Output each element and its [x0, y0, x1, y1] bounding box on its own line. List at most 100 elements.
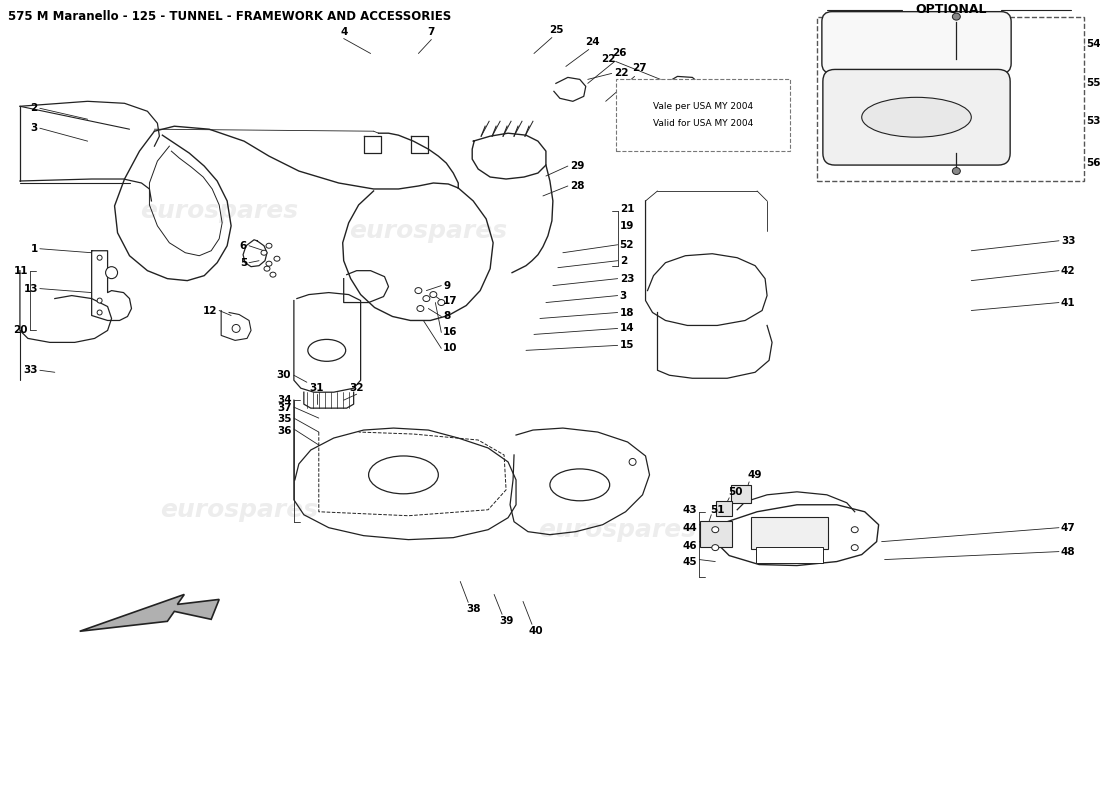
Text: 43: 43: [683, 505, 697, 514]
Text: 33: 33: [23, 366, 37, 375]
FancyBboxPatch shape: [823, 70, 1010, 165]
Ellipse shape: [692, 106, 698, 110]
Text: 46: 46: [683, 541, 697, 550]
Text: 48: 48: [1062, 546, 1076, 557]
Ellipse shape: [629, 458, 636, 466]
Text: 11: 11: [13, 266, 28, 276]
Text: 54: 54: [1086, 38, 1100, 49]
Text: 20: 20: [13, 326, 28, 335]
Text: 7: 7: [428, 26, 435, 37]
Text: 22: 22: [602, 54, 616, 65]
Ellipse shape: [851, 545, 858, 550]
Text: OPTIONAL: OPTIONAL: [915, 3, 987, 16]
Ellipse shape: [417, 306, 424, 311]
Ellipse shape: [415, 287, 422, 294]
Ellipse shape: [712, 545, 718, 550]
Text: 44: 44: [683, 522, 697, 533]
Text: 14: 14: [619, 323, 635, 334]
Ellipse shape: [266, 243, 272, 248]
Ellipse shape: [274, 256, 279, 261]
Text: 25: 25: [549, 25, 563, 34]
Text: 36: 36: [277, 426, 292, 436]
Ellipse shape: [97, 255, 102, 260]
Polygon shape: [79, 594, 219, 631]
Text: 22: 22: [614, 69, 628, 78]
Text: 12: 12: [202, 306, 217, 315]
Text: 23: 23: [619, 274, 634, 284]
Ellipse shape: [261, 250, 267, 255]
Text: 15: 15: [619, 340, 634, 350]
Text: eurospares: eurospares: [160, 498, 318, 522]
Text: 21: 21: [619, 204, 634, 214]
FancyBboxPatch shape: [751, 517, 828, 549]
Text: Valid for USA MY 2004: Valid for USA MY 2004: [653, 118, 754, 128]
Text: eurospares: eurospares: [350, 219, 507, 243]
Ellipse shape: [430, 291, 437, 298]
Text: 47: 47: [1062, 522, 1076, 533]
Ellipse shape: [232, 325, 240, 333]
Text: 52: 52: [619, 240, 634, 250]
Ellipse shape: [308, 339, 345, 362]
Text: 3: 3: [31, 123, 37, 134]
Text: 2: 2: [619, 256, 627, 266]
Text: eurospares: eurospares: [140, 199, 298, 223]
FancyBboxPatch shape: [756, 546, 823, 562]
Ellipse shape: [368, 456, 438, 494]
Ellipse shape: [953, 167, 960, 174]
FancyBboxPatch shape: [732, 485, 751, 502]
Text: 13: 13: [23, 283, 37, 294]
Ellipse shape: [438, 299, 444, 306]
Ellipse shape: [97, 298, 102, 303]
Text: 40: 40: [529, 626, 543, 636]
Text: 38: 38: [466, 604, 481, 614]
FancyBboxPatch shape: [817, 17, 1084, 181]
Text: 2: 2: [31, 103, 37, 114]
Text: 9: 9: [443, 281, 450, 290]
Ellipse shape: [266, 261, 272, 266]
FancyBboxPatch shape: [616, 79, 790, 151]
FancyBboxPatch shape: [822, 12, 1011, 74]
Text: 31: 31: [309, 383, 324, 394]
Ellipse shape: [953, 13, 960, 20]
Text: 575 M Maranello - 125 - TUNNEL - FRAMEWORK AND ACCESSORIES: 575 M Maranello - 125 - TUNNEL - FRAMEWO…: [8, 10, 451, 22]
Text: 35: 35: [277, 414, 292, 424]
Ellipse shape: [712, 526, 718, 533]
Text: 17: 17: [443, 295, 458, 306]
Text: 28: 28: [570, 181, 584, 191]
Text: 51: 51: [710, 505, 725, 514]
Ellipse shape: [106, 266, 118, 278]
Text: 33: 33: [1062, 236, 1076, 246]
Text: 6: 6: [240, 241, 248, 250]
Text: 24: 24: [585, 37, 601, 46]
FancyBboxPatch shape: [716, 501, 733, 516]
FancyBboxPatch shape: [701, 521, 733, 546]
Ellipse shape: [422, 295, 430, 302]
Text: 1: 1: [31, 244, 37, 254]
Text: 34: 34: [277, 395, 292, 405]
Text: 49: 49: [748, 470, 762, 480]
Text: 37: 37: [277, 403, 292, 413]
Text: 55: 55: [1086, 78, 1100, 88]
Text: 29: 29: [570, 161, 584, 171]
Text: 3: 3: [619, 290, 627, 301]
Text: 41: 41: [1062, 298, 1076, 307]
Text: 27: 27: [632, 63, 647, 74]
Text: 5: 5: [240, 258, 248, 268]
Text: 32: 32: [350, 383, 364, 394]
Text: Vale per USA MY 2004: Vale per USA MY 2004: [653, 102, 754, 110]
Ellipse shape: [270, 272, 276, 277]
Text: 42: 42: [1062, 266, 1076, 276]
Text: 16: 16: [443, 327, 458, 338]
Text: eurospares: eurospares: [539, 518, 696, 542]
Text: 26: 26: [613, 49, 627, 58]
Text: 45: 45: [683, 557, 697, 566]
Text: 8: 8: [443, 311, 451, 322]
Text: 39: 39: [499, 616, 514, 626]
Text: 4: 4: [340, 26, 348, 37]
Text: 53: 53: [1086, 116, 1100, 126]
Text: 18: 18: [619, 307, 634, 318]
Ellipse shape: [861, 98, 971, 137]
Ellipse shape: [851, 526, 858, 533]
Text: 10: 10: [443, 343, 458, 354]
Text: 56: 56: [1086, 158, 1100, 168]
